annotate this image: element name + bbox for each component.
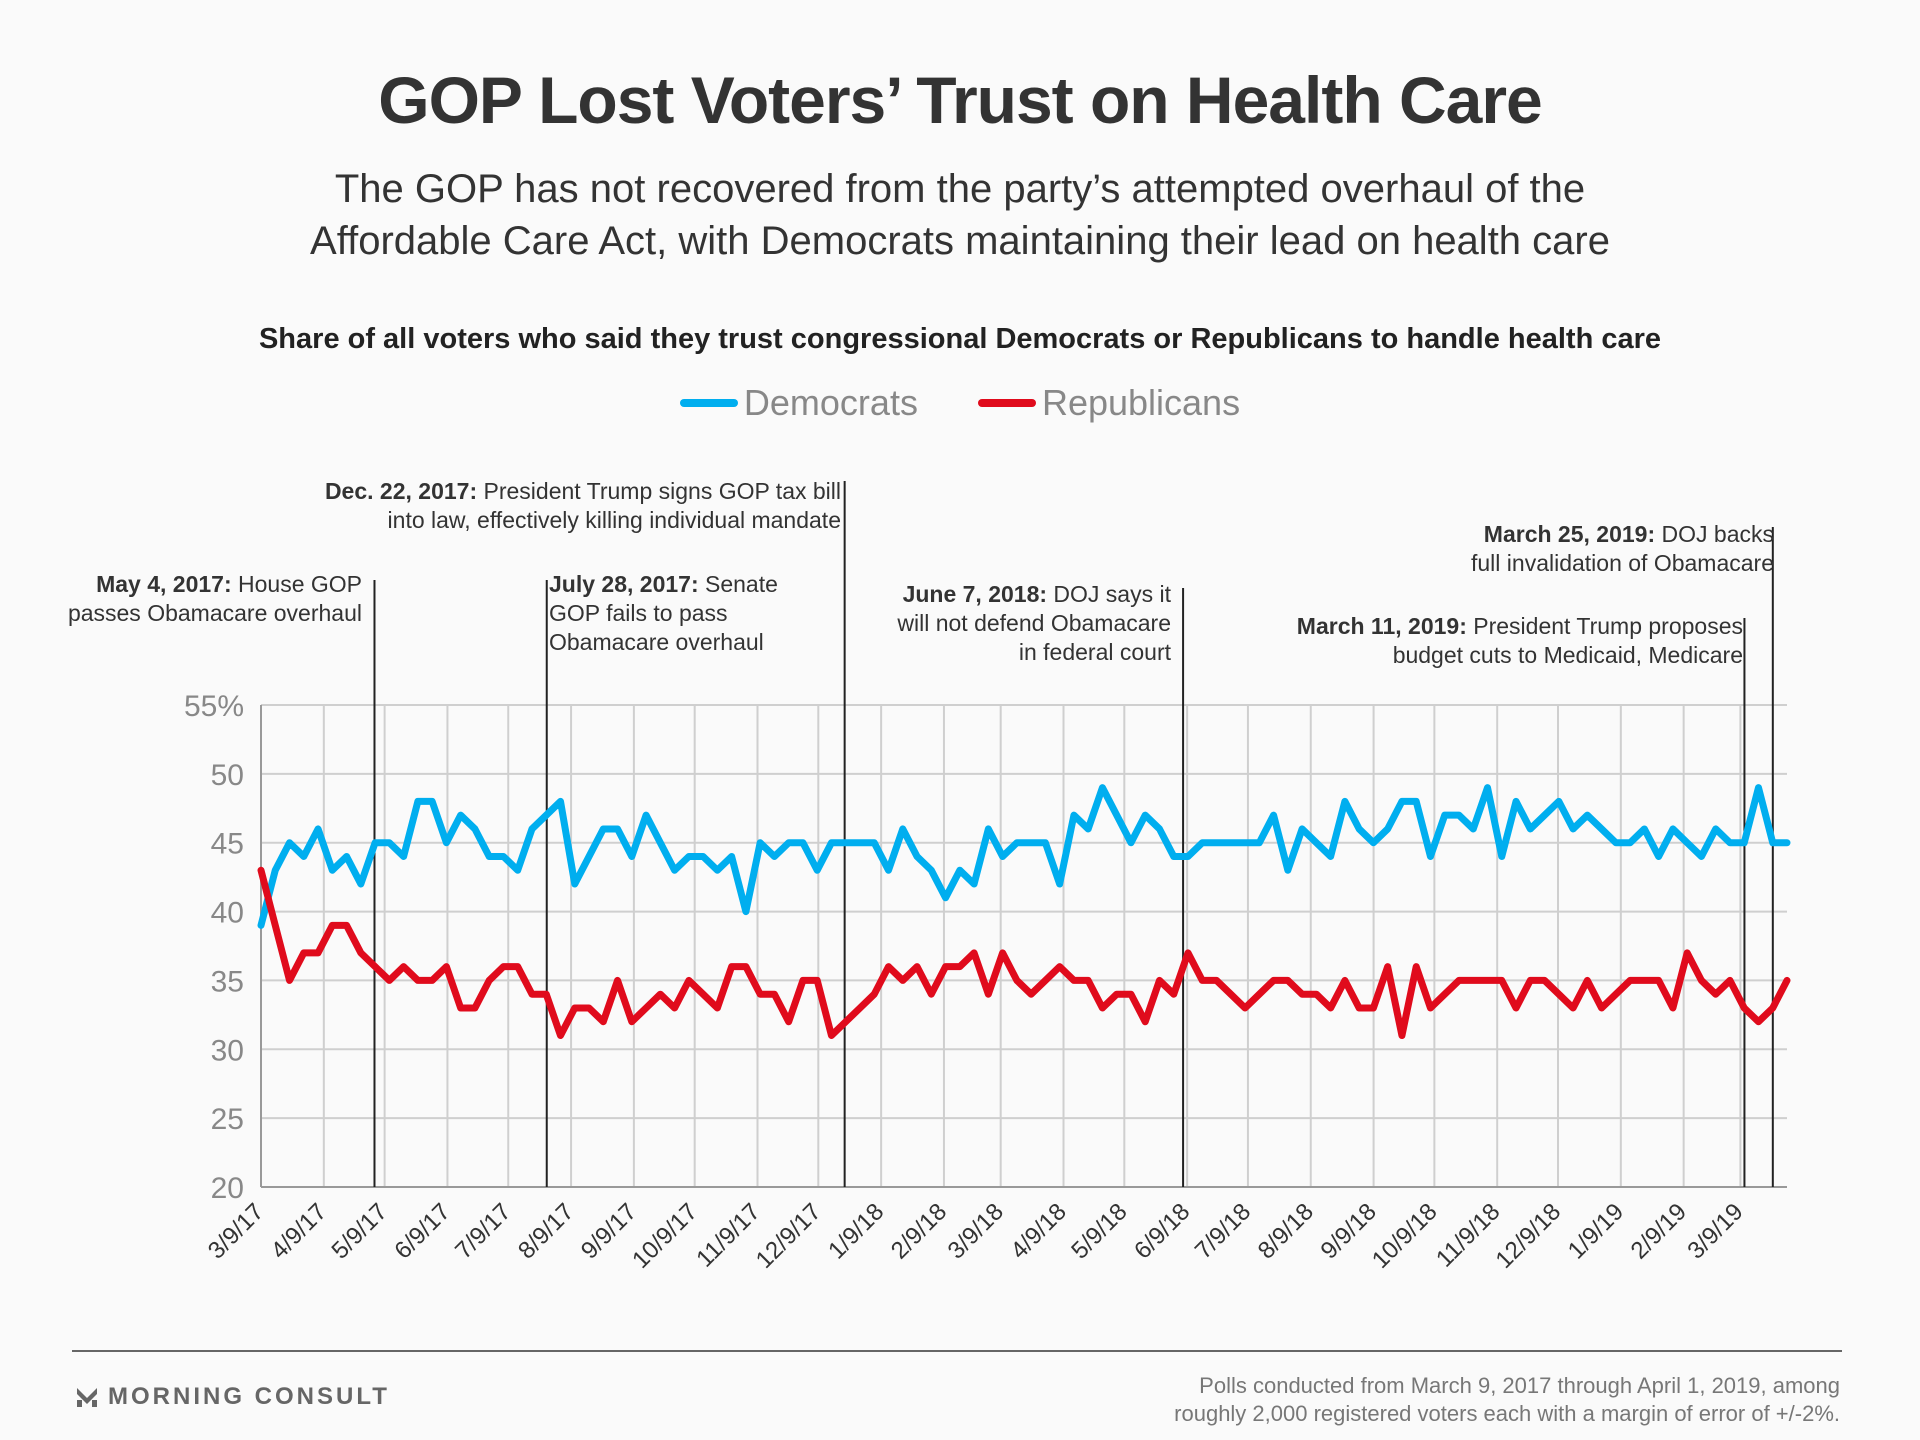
footnote-line: Polls conducted from March 9, 2017 throu… — [1199, 1373, 1840, 1398]
x-tick-label: 11/9/18 — [1431, 1198, 1505, 1272]
legend-swatch-republicans — [977, 399, 1036, 407]
x-axis: 3/9/174/9/175/9/176/9/177/9/178/9/179/9/… — [203, 1198, 1749, 1274]
annotation-date: Dec. 22, 2017: — [324, 478, 478, 504]
annotation-march-25-2019: March 25, 2019: DOJ backs full invalidat… — [1471, 520, 1774, 578]
x-tick-label: 2/9/18 — [886, 1198, 952, 1264]
y-tick-label: 35 — [211, 965, 244, 998]
annotation-june-7-2018: June 7, 2018: DOJ says it will not defen… — [897, 580, 1171, 667]
x-tick-label: 4/9/18 — [1005, 1198, 1071, 1264]
annotation-date: May 4, 2017: — [96, 571, 232, 597]
x-tick-label: 7/9/18 — [1190, 1198, 1256, 1264]
x-tick-label: 7/9/17 — [450, 1198, 516, 1264]
brand-name: MORNING CONSULT — [108, 1383, 390, 1410]
x-tick-label: 8/9/17 — [513, 1198, 579, 1264]
series-lines — [257, 784, 1791, 1040]
annotation-text: budget cuts to Medicaid, Medicare — [1392, 642, 1743, 668]
subtitle-line: Affordable Care Act, with Democrats main… — [310, 219, 1610, 263]
x-tick-label: 4/9/17 — [266, 1198, 332, 1264]
x-tick-label: 5/9/17 — [327, 1198, 393, 1264]
x-tick-label: 12/9/17 — [751, 1198, 827, 1274]
annotation-text: will not defend Obamacare — [897, 610, 1171, 636]
x-tick-label: 8/9/18 — [1253, 1198, 1319, 1264]
subtitle-line: The GOP has not recovered from the party… — [334, 167, 1586, 211]
x-tick-label: 2/9/19 — [1626, 1198, 1692, 1264]
footnote: Polls conducted from March 9, 2017 throu… — [1174, 1372, 1840, 1428]
legend-swatch-democrats — [679, 399, 738, 407]
brand: MORNING CONSULT — [76, 1383, 390, 1411]
y-tick-label: 55% — [184, 690, 244, 723]
x-tick-label: 6/9/18 — [1129, 1198, 1195, 1264]
legend-label: Republicans — [1041, 382, 1241, 423]
event-lines — [373, 481, 1774, 1187]
y-tick-label: 25 — [211, 1103, 244, 1136]
legend: Democrats Republicans — [0, 382, 1920, 424]
subtitle: The GOP has not recovered from the party… — [0, 163, 1920, 267]
annotation-dec-22-2017: Dec. 22, 2017: President Trump signs GOP… — [325, 477, 841, 535]
annotation-text: DOJ backs — [1661, 521, 1774, 547]
annotation-text: DOJ says it — [1053, 581, 1171, 607]
annotation-text: in federal court — [1018, 639, 1171, 665]
x-tick-label: 1/9/19 — [1563, 1198, 1629, 1264]
y-tick-label: 50 — [211, 759, 244, 792]
y-tick-label: 20 — [211, 1172, 244, 1205]
annotation-text: House GOP — [238, 571, 362, 597]
series-line-republicans — [257, 866, 1791, 1040]
legend-label: Democrats — [743, 382, 918, 423]
y-tick-label: 40 — [211, 897, 244, 930]
annotation-date: March 25, 2019: — [1483, 521, 1656, 547]
x-tick-label: 10/9/18 — [1367, 1198, 1443, 1274]
x-tick-label: 3/9/19 — [1682, 1198, 1748, 1264]
annotation-text: President Trump proposes — [1473, 613, 1743, 639]
morning-consult-m-icon — [77, 1388, 97, 1407]
series-line-democrats — [257, 784, 1791, 929]
chart-title: Share of all voters who said they trust … — [258, 323, 1662, 355]
x-tick-label: 12/9/18 — [1491, 1198, 1567, 1274]
annotation-text: passes Obamacare overhaul — [67, 600, 362, 626]
annotation-text: GOP fails to pass — [549, 600, 728, 626]
footer-divider — [72, 1350, 1842, 1352]
annotation-text: Obamacare overhaul — [549, 629, 764, 655]
annotation-text: Senate — [705, 571, 778, 597]
page-title: GOP Lost Voters’ Trust on Health Care — [378, 63, 1543, 137]
legend-item-republicans: Republicans — [977, 382, 1241, 424]
annotation-date: June 7, 2018: — [902, 581, 1048, 607]
y-tick-label: 30 — [211, 1034, 244, 1067]
annotation-july-28-2017: July 28, 2017: Senate GOP fails to pass … — [549, 570, 778, 657]
annotation-march-11-2019: March 11, 2019: President Trump proposes… — [1297, 612, 1743, 670]
x-tick-label: 3/9/18 — [943, 1198, 1009, 1264]
y-axis: 20 25 30 35 40 45 50 55% — [184, 690, 244, 1205]
x-tick-label: 3/9/17 — [203, 1198, 269, 1264]
x-tick-label: 11/9/17 — [691, 1198, 765, 1272]
x-tick-label: 6/9/17 — [389, 1198, 455, 1264]
x-tick-label: 5/9/18 — [1066, 1198, 1132, 1264]
annotation-may-4-2017: May 4, 2017: House GOP passes Obamacare … — [68, 570, 362, 628]
x-tick-label: 1/9/18 — [823, 1198, 889, 1264]
annotation-text: President Trump signs GOP tax bill — [483, 478, 842, 504]
legend-item-democrats: Democrats — [679, 382, 918, 424]
annotation-date: March 11, 2019: — [1296, 613, 1467, 639]
annotation-date: July 28, 2017: — [549, 571, 699, 597]
x-tick-label: 10/9/17 — [627, 1198, 703, 1274]
grid — [260, 704, 1787, 1188]
footnote-line: roughly 2,000 registered voters each wit… — [1174, 1401, 1840, 1426]
y-tick-label: 45 — [211, 828, 244, 861]
annotation-text: into law, effectively killing individual… — [387, 507, 841, 533]
annotation-text: full invalidation of Obamacare — [1471, 550, 1774, 576]
